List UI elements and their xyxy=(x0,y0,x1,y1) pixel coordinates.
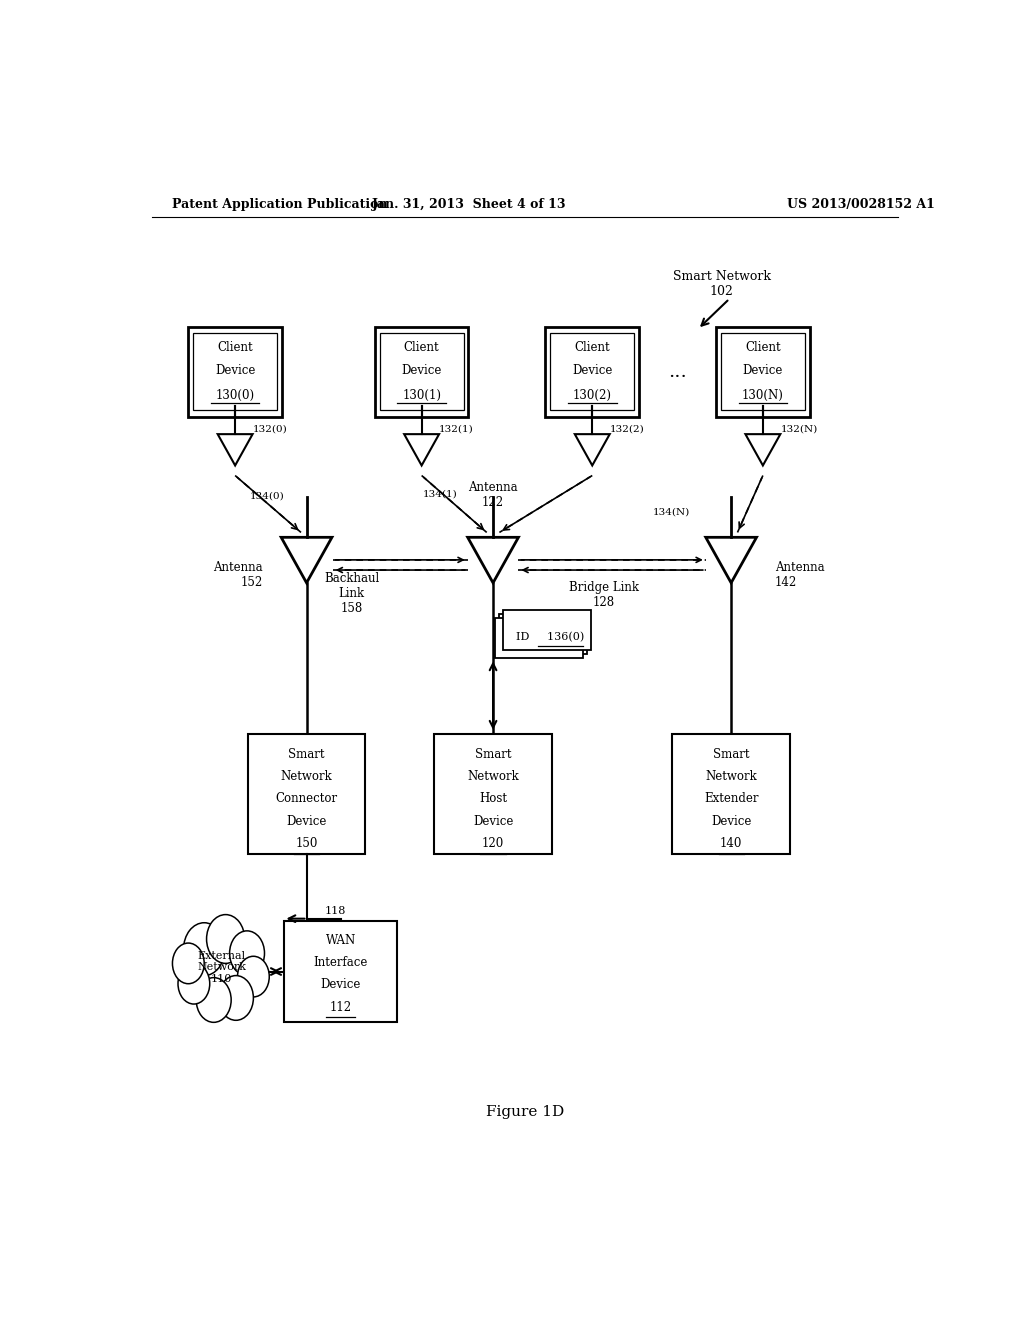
Text: Network: Network xyxy=(467,770,519,783)
Circle shape xyxy=(183,923,225,975)
Text: Network: Network xyxy=(706,770,757,783)
Text: Client: Client xyxy=(217,341,253,354)
Text: Device: Device xyxy=(473,814,513,828)
Text: 140: 140 xyxy=(720,837,742,850)
Text: WAN: WAN xyxy=(326,933,355,946)
Text: Backhaul
Link
158: Backhaul Link 158 xyxy=(325,572,380,615)
FancyBboxPatch shape xyxy=(380,333,464,411)
Text: Jan. 31, 2013  Sheet 4 of 13: Jan. 31, 2013 Sheet 4 of 13 xyxy=(372,198,566,211)
Text: 134(0): 134(0) xyxy=(250,491,285,500)
Text: Antenna
122: Antenna 122 xyxy=(468,480,518,510)
Circle shape xyxy=(172,942,204,983)
Text: Smart: Smart xyxy=(289,747,325,760)
Text: Client: Client xyxy=(745,341,780,354)
Text: Client: Client xyxy=(403,341,439,354)
Circle shape xyxy=(229,931,264,975)
Text: Patent Application Publication: Patent Application Publication xyxy=(172,198,387,211)
Text: Network: Network xyxy=(281,770,333,783)
FancyBboxPatch shape xyxy=(716,327,810,417)
Circle shape xyxy=(207,915,245,964)
FancyBboxPatch shape xyxy=(500,614,587,655)
Text: 134(N): 134(N) xyxy=(653,508,690,516)
Text: Bridge Link
128: Bridge Link 128 xyxy=(569,581,639,610)
Text: 132(1): 132(1) xyxy=(439,424,474,433)
Text: Figure 1D: Figure 1D xyxy=(485,1105,564,1119)
Text: Device: Device xyxy=(742,364,783,378)
Text: Antenna
142: Antenna 142 xyxy=(775,561,824,589)
Text: Smart: Smart xyxy=(475,747,511,760)
Text: Device: Device xyxy=(401,364,441,378)
Text: 136(0): 136(0) xyxy=(532,632,584,643)
Circle shape xyxy=(197,978,231,1022)
Text: Device: Device xyxy=(215,364,255,378)
FancyBboxPatch shape xyxy=(496,618,583,659)
FancyBboxPatch shape xyxy=(375,327,468,417)
Text: 130(1): 130(1) xyxy=(402,388,441,401)
Text: Connector: Connector xyxy=(275,792,338,805)
FancyBboxPatch shape xyxy=(721,333,805,411)
Circle shape xyxy=(218,975,253,1020)
FancyBboxPatch shape xyxy=(504,610,591,651)
Text: Smart Network
102: Smart Network 102 xyxy=(673,271,771,298)
Text: 132(2): 132(2) xyxy=(609,424,644,433)
FancyBboxPatch shape xyxy=(673,734,790,854)
Text: Device: Device xyxy=(321,978,360,991)
Text: 134(1): 134(1) xyxy=(423,490,458,499)
FancyBboxPatch shape xyxy=(550,333,634,411)
Text: External
Network
110: External Network 110 xyxy=(198,950,246,983)
FancyBboxPatch shape xyxy=(434,734,552,854)
Circle shape xyxy=(238,956,269,997)
Circle shape xyxy=(178,964,210,1005)
Text: US 2013/0028152 A1: US 2013/0028152 A1 xyxy=(786,198,935,211)
Text: 130(2): 130(2) xyxy=(572,388,611,401)
Text: Device: Device xyxy=(572,364,612,378)
Text: 150: 150 xyxy=(295,837,317,850)
Text: ...: ... xyxy=(669,363,687,381)
Text: 112: 112 xyxy=(330,1001,352,1014)
Text: Device: Device xyxy=(287,814,327,828)
Text: 132(N): 132(N) xyxy=(780,424,817,433)
Text: 130(N): 130(N) xyxy=(742,388,783,401)
Text: 132(0): 132(0) xyxy=(253,424,288,433)
FancyBboxPatch shape xyxy=(285,921,397,1022)
Text: Device: Device xyxy=(711,814,752,828)
Text: 118: 118 xyxy=(325,906,346,916)
Text: Extender: Extender xyxy=(703,792,759,805)
FancyBboxPatch shape xyxy=(188,327,282,417)
Text: Host: Host xyxy=(479,792,507,805)
FancyBboxPatch shape xyxy=(546,327,639,417)
Text: 130(0): 130(0) xyxy=(216,388,255,401)
Text: ID: ID xyxy=(516,632,532,642)
Text: Smart: Smart xyxy=(713,747,750,760)
FancyBboxPatch shape xyxy=(194,333,278,411)
FancyBboxPatch shape xyxy=(248,734,366,854)
Text: Client: Client xyxy=(574,341,610,354)
Text: 120: 120 xyxy=(482,837,504,850)
Text: Interface: Interface xyxy=(313,956,368,969)
Text: Antenna
152: Antenna 152 xyxy=(213,561,263,589)
